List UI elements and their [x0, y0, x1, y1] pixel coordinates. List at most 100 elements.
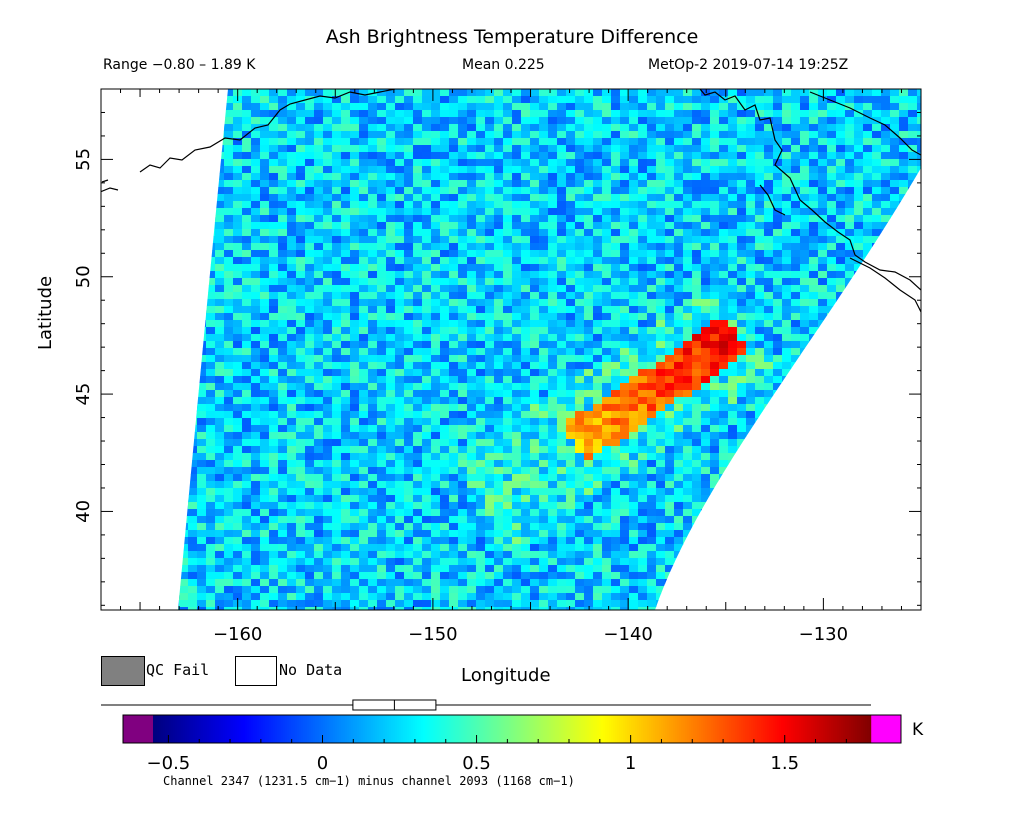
swath-cell [404, 138, 414, 146]
swath-cell [791, 390, 801, 398]
swath-cell [755, 383, 765, 391]
swath-cell [458, 264, 468, 272]
swath-cell [359, 425, 369, 433]
swath-cell [809, 180, 819, 188]
swath-cell [863, 481, 873, 489]
swath-cell [827, 222, 837, 230]
swath-cell [719, 390, 729, 398]
swath-cell [224, 313, 234, 321]
swath-cell [692, 488, 702, 496]
swath-cell [620, 327, 630, 335]
swath-cell [503, 432, 513, 440]
swath-cell [296, 334, 306, 342]
swath-cell [782, 453, 792, 461]
swath-cell [917, 313, 921, 321]
swath-cell [440, 201, 450, 209]
swath-cell [575, 495, 585, 503]
swath-cell [178, 166, 180, 174]
swath-cell [611, 243, 621, 251]
swath-cell [566, 138, 576, 146]
swath-cell [296, 236, 306, 244]
swath-cell [620, 348, 630, 356]
swath-cell [557, 439, 567, 447]
swath-cell [278, 320, 288, 328]
swath-cell [178, 446, 180, 454]
swath-cell [278, 453, 288, 461]
swath-cell [746, 467, 756, 475]
swath-cell [188, 460, 198, 468]
swath-cell [710, 432, 720, 440]
swath-cell [269, 236, 279, 244]
swath-cell [503, 271, 513, 279]
swath-cell [521, 292, 531, 300]
swath-cell [908, 481, 918, 489]
swath-cell [674, 453, 684, 461]
swath-cell [611, 306, 621, 314]
swath-cell [251, 362, 261, 370]
swath-cell [458, 124, 468, 132]
swath-cell [908, 257, 918, 265]
swath-cell [683, 313, 693, 321]
swath-cell [197, 229, 207, 237]
swath-cell [512, 278, 522, 286]
swath-cell [530, 404, 540, 412]
swath-cell [386, 131, 396, 139]
swath-cell [548, 495, 558, 503]
swath-cell [494, 299, 504, 307]
swath-cell [233, 341, 243, 349]
swath-cell [845, 460, 855, 468]
swath-cell [395, 488, 405, 496]
swath-cell [215, 355, 225, 363]
swath-cell [737, 173, 747, 181]
swath-cell [863, 110, 873, 118]
swath-cell [422, 334, 432, 342]
swath-cell [656, 96, 666, 104]
swath-cell [755, 313, 765, 321]
swath-cell [548, 159, 558, 167]
swath-cell [404, 173, 414, 181]
swath-cell [314, 278, 324, 286]
swath-cell [278, 285, 288, 293]
swath-cell [269, 292, 279, 300]
swath-cell [296, 460, 306, 468]
swath-cell [350, 383, 360, 391]
swath-cell [377, 397, 387, 405]
swath-cell [278, 222, 288, 230]
swath-cell [764, 96, 774, 104]
swath-cell [863, 117, 873, 125]
swath-cell [827, 376, 837, 384]
swath-cell [269, 194, 279, 202]
swath-cell [737, 383, 747, 391]
swath-cell [755, 243, 765, 251]
swath-cell [845, 327, 855, 335]
swath-cell [602, 341, 612, 349]
swath-cell [350, 131, 360, 139]
swath-cell [629, 236, 639, 244]
swath-cell [476, 194, 486, 202]
swath-cell [899, 180, 909, 188]
swath-cell [296, 145, 306, 153]
swath-cell [242, 327, 252, 335]
swath-cell [872, 194, 882, 202]
swath-cell [323, 173, 333, 181]
swath-cell [791, 320, 801, 328]
swath-cell [431, 145, 441, 153]
swath-cell [179, 180, 189, 188]
swath-cell [719, 495, 729, 503]
swath-cell [260, 383, 270, 391]
swath-cell [566, 425, 576, 433]
swath-cell [755, 250, 765, 258]
swath-cell [233, 481, 243, 489]
swath-cell [728, 89, 738, 97]
swath-cell [287, 411, 297, 419]
swath-cell [224, 453, 234, 461]
swath-cell [719, 229, 729, 237]
swath-cell [602, 362, 612, 370]
swath-cell [179, 215, 189, 223]
swath-cell [800, 201, 810, 209]
swath-cell [467, 299, 477, 307]
swath-cell [575, 411, 585, 419]
swath-cell [539, 369, 549, 377]
swath-cell [224, 460, 234, 468]
swath-cell [611, 495, 621, 503]
